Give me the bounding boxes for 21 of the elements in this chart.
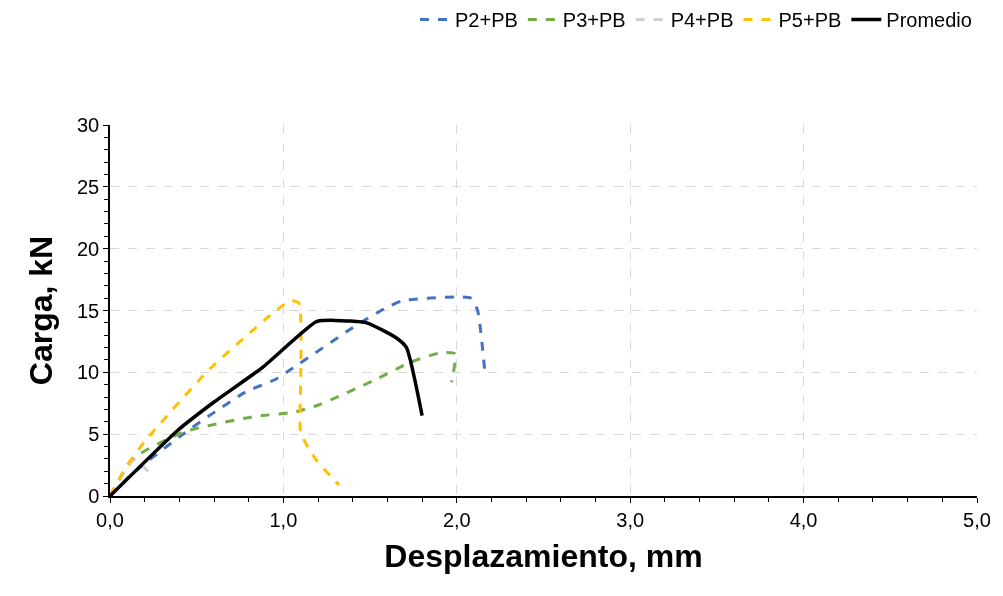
y-tick-label: 15 xyxy=(77,299,100,322)
x-tick-label: 3,0 xyxy=(616,508,645,531)
y-axis-title: Carga, kN xyxy=(22,235,59,386)
y-tick-label: 25 xyxy=(77,175,100,198)
y-tick-label: 0 xyxy=(88,485,100,507)
line-series xyxy=(110,299,341,496)
y-tick-label: 10 xyxy=(77,361,100,384)
y-tick-label: 30 xyxy=(77,114,100,136)
x-tick-label: 1,0 xyxy=(269,508,298,531)
x-tick-label: 2,0 xyxy=(442,508,471,531)
x-tick-label: 4,0 xyxy=(789,508,818,531)
legend-label: Promedio xyxy=(886,9,972,32)
legend-label: P2+PB xyxy=(455,9,518,32)
legend-label: P5+PB xyxy=(778,9,842,32)
x-axis-title: Desplazamiento, mm xyxy=(384,538,703,575)
y-tick-label: 5 xyxy=(88,423,100,446)
legend-label: P3+PB xyxy=(562,9,626,32)
legend-label: P4+PB xyxy=(670,9,734,32)
x-tick-label: 5,0 xyxy=(963,508,991,531)
y-tick-label: 20 xyxy=(77,237,100,260)
x-tick-label: 0,0 xyxy=(96,508,124,531)
